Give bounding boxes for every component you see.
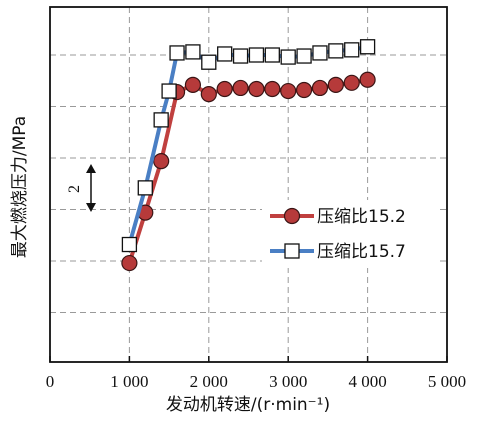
y-axis-label: 最大燃烧压力/MPa	[10, 116, 30, 258]
x-axis-label: 发动机转速/(r·min⁻¹)	[166, 395, 330, 415]
data-point	[295, 81, 313, 99]
scale-annotation-label: 2	[66, 185, 83, 193]
x-tick-label: 5 000	[428, 372, 466, 391]
scale-annotation: 2	[66, 164, 96, 212]
data-point	[169, 45, 185, 61]
data-point	[216, 80, 233, 98]
x-tick-label: 1 000	[110, 372, 148, 391]
plot-frame	[49, 6, 448, 363]
data-point	[280, 82, 297, 100]
data-point	[121, 254, 138, 272]
x-axis: 0 1 000 2 000 3 000 4 000 5 000	[46, 356, 466, 391]
legend-label-series-1: 压缩比15.2	[317, 207, 406, 227]
data-point	[232, 79, 249, 97]
data-point	[264, 80, 281, 98]
data-point	[264, 47, 280, 63]
data-point	[137, 180, 153, 196]
data-point	[344, 42, 360, 58]
data-point	[280, 49, 296, 65]
grid	[50, 7, 447, 362]
scale-arrow-up-icon	[86, 164, 96, 173]
data-point	[359, 71, 376, 88]
data-point	[153, 152, 170, 170]
data-point	[328, 43, 344, 59]
data-point	[185, 44, 201, 60]
data-point	[153, 112, 169, 128]
data-point	[311, 79, 329, 97]
data-point	[232, 48, 249, 64]
legend: 压缩比15.2 压缩比15.7	[262, 200, 440, 268]
data-point	[248, 80, 265, 98]
data-point	[121, 236, 138, 253]
plot-series	[121, 39, 376, 272]
data-point	[359, 39, 376, 55]
data-point	[312, 45, 328, 61]
data-point	[184, 76, 202, 93]
x-tick-label: 3 000	[269, 372, 307, 391]
legend-marker-series-2	[284, 243, 300, 259]
data-point	[200, 86, 217, 103]
scale-arrow-down-icon	[86, 203, 96, 212]
legend-label-series-2: 压缩比15.7	[317, 242, 406, 262]
data-point	[161, 83, 177, 99]
data-point	[296, 48, 312, 64]
series-2	[121, 39, 376, 253]
legend-marker-series-1	[283, 207, 301, 225]
x-tick-label: 0	[46, 372, 55, 391]
data-point	[327, 76, 344, 93]
data-point	[201, 54, 217, 70]
data-point	[343, 74, 360, 91]
x-tick-label: 2 000	[190, 372, 228, 391]
series-1	[121, 71, 376, 272]
x-tick-label: 4 000	[348, 372, 386, 391]
data-point	[217, 46, 233, 62]
data-point	[248, 47, 265, 63]
